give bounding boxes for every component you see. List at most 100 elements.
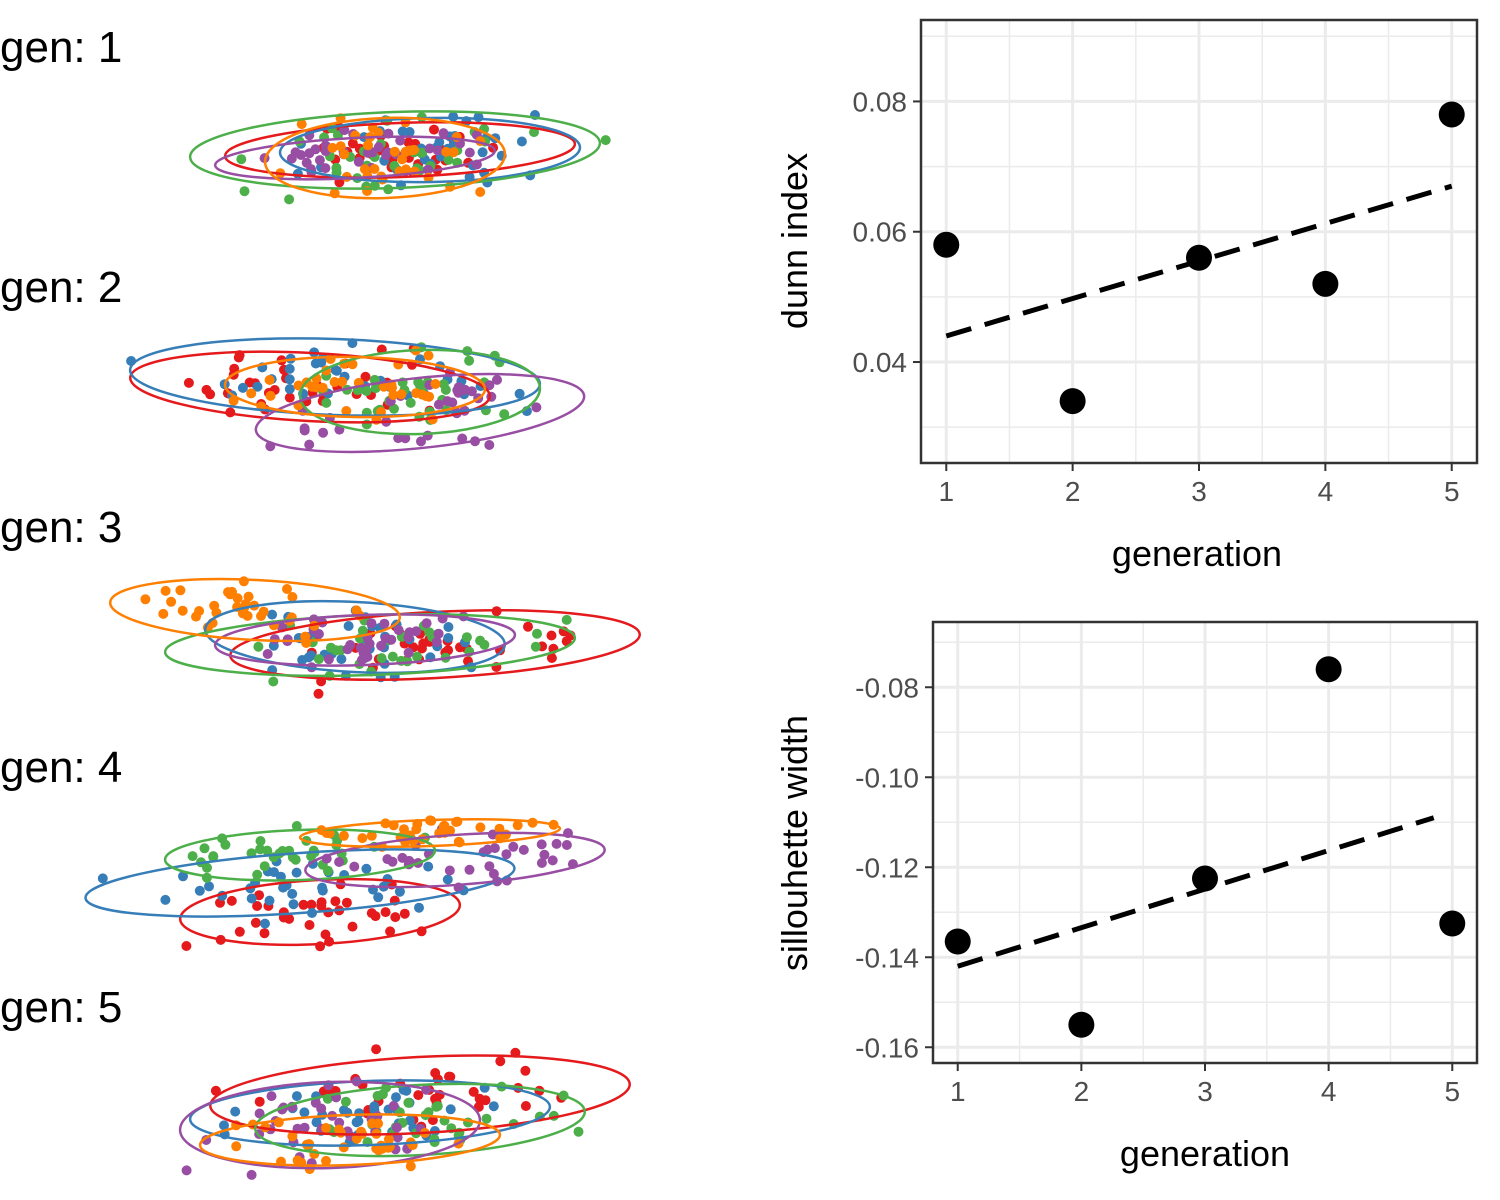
cluster-ellipse	[178, 1080, 482, 1170]
cluster-point	[287, 1131, 298, 1142]
cluster-point	[387, 651, 398, 662]
cluster-point	[330, 645, 341, 656]
cluster-point	[291, 821, 302, 831]
cluster-point	[551, 838, 562, 849]
x-tick-label: 3	[1197, 1076, 1213, 1107]
cluster-point	[369, 164, 380, 174]
cluster-point	[536, 858, 547, 868]
cluster-point	[253, 641, 264, 652]
cluster-point	[464, 355, 475, 366]
cluster-point	[336, 654, 347, 665]
cluster-point	[296, 119, 307, 130]
cluster-point	[299, 1122, 310, 1133]
cluster-point	[259, 928, 270, 939]
cluster-point	[489, 843, 500, 854]
cluster-point	[208, 851, 219, 862]
cluster-ellipse	[213, 613, 517, 667]
cluster-point	[424, 627, 435, 638]
x-tick-label: 1	[950, 1076, 966, 1107]
gen-5-cluster-plot	[178, 1044, 631, 1180]
cluster-point	[334, 1124, 344, 1135]
cluster-point	[313, 654, 324, 665]
cluster-point	[204, 881, 214, 892]
data-point	[1312, 270, 1339, 297]
cluster-point	[531, 402, 542, 413]
data-point	[1438, 101, 1465, 128]
cluster-point	[181, 941, 192, 951]
cluster-point	[301, 157, 312, 168]
cluster-point	[307, 381, 318, 392]
cluster-point	[492, 374, 502, 385]
cluster-point	[518, 844, 529, 855]
x-tick-label: 5	[1444, 476, 1460, 507]
cluster-point	[400, 146, 411, 157]
cluster-point	[445, 1104, 456, 1115]
cluster-point	[433, 399, 444, 410]
cluster-point	[265, 390, 276, 401]
cluster-point	[494, 823, 505, 834]
cluster-points	[181, 1044, 584, 1180]
cluster-point	[416, 643, 427, 654]
cluster-point	[232, 593, 243, 604]
cluster-point	[477, 147, 488, 158]
cluster-point	[547, 855, 558, 866]
cluster-point	[363, 140, 373, 151]
cluster-point	[444, 865, 455, 876]
cluster-point	[376, 640, 387, 651]
cluster-point	[379, 618, 390, 629]
cluster-point	[391, 1122, 402, 1133]
x-tick-label: 3	[1191, 476, 1207, 507]
cluster-point	[600, 135, 611, 146]
cluster-point	[284, 374, 295, 385]
cluster-point	[484, 861, 495, 872]
data-point	[1068, 1011, 1095, 1038]
cluster-point	[388, 390, 399, 400]
panel-border	[931, 620, 1479, 1065]
cluster-point	[246, 1169, 257, 1180]
cluster-point	[414, 902, 424, 913]
cluster-point	[457, 433, 468, 444]
cluster-point	[244, 377, 255, 388]
silhouette-x-axis-title: generation	[1120, 1133, 1290, 1174]
cluster-point	[255, 836, 266, 846]
cluster-point	[269, 634, 280, 645]
cluster-point	[236, 154, 247, 165]
cluster-point	[359, 164, 370, 175]
cluster-point	[291, 867, 302, 878]
cluster-point	[286, 153, 297, 164]
cluster-point	[523, 621, 533, 632]
cluster-point	[230, 1106, 241, 1117]
cluster-point	[399, 824, 409, 835]
cluster-ellipse	[223, 355, 487, 419]
cluster-point	[393, 625, 404, 636]
cluster-point	[267, 609, 278, 620]
cluster-point	[342, 644, 353, 655]
cluster-point	[388, 1100, 399, 1111]
cluster-point	[369, 1101, 380, 1112]
cluster-point	[259, 861, 270, 872]
cluster-point	[532, 628, 542, 639]
cluster-point	[140, 594, 151, 605]
cluster-point	[284, 384, 295, 394]
cluster-point	[220, 839, 231, 850]
cluster-point	[390, 912, 401, 923]
cluster-point	[331, 365, 342, 376]
cluster-point	[287, 592, 298, 602]
cluster-point	[260, 918, 270, 929]
cluster-ellipses	[84, 817, 606, 947]
cluster-point	[337, 376, 348, 387]
data-point	[1192, 865, 1218, 892]
cluster-point	[298, 899, 309, 910]
cluster-ellipse	[263, 116, 507, 200]
cluster-ellipses	[128, 337, 586, 454]
cluster-point	[341, 897, 352, 908]
cluster-ellipses	[178, 1054, 631, 1170]
cluster-point	[284, 194, 295, 205]
cluster-point	[264, 375, 275, 385]
cluster-point	[246, 388, 257, 399]
cluster-point	[292, 168, 303, 179]
cluster-point	[380, 633, 391, 644]
cluster-ellipses	[108, 577, 641, 681]
cluster-point	[353, 156, 364, 167]
cluster-point	[480, 1095, 491, 1106]
